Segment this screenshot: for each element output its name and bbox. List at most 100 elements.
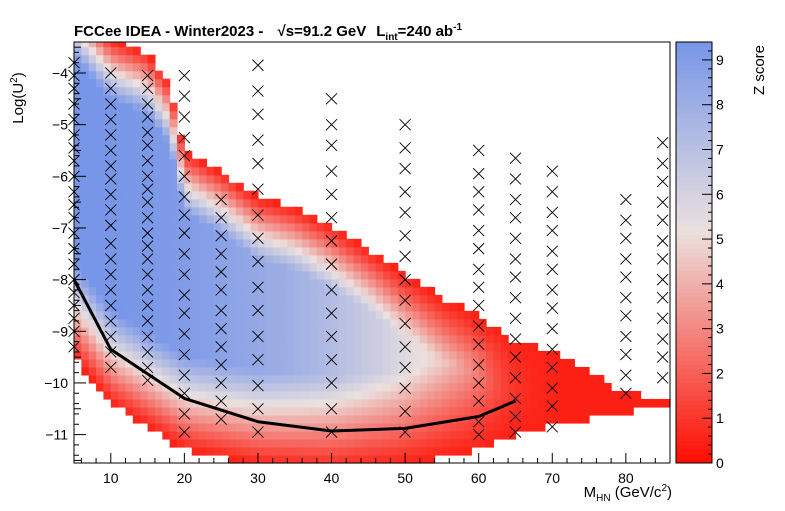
heatmap-cell (581, 414, 590, 424)
heatmap-cell (243, 246, 252, 256)
heatmap-cell (493, 414, 502, 424)
heatmap-cell (118, 142, 127, 152)
heatmap-cell (110, 278, 119, 288)
heatmap-cell (500, 366, 509, 376)
heatmap-cell (118, 382, 127, 392)
heatmap-cell (375, 446, 384, 456)
heatmap-cell (456, 302, 465, 312)
heatmap-cell (147, 342, 156, 352)
heatmap-cell (280, 246, 288, 256)
heatmap-cell (140, 214, 149, 224)
heatmap-cell (191, 438, 200, 448)
heatmap-cell (486, 350, 495, 360)
heatmap-cell (147, 302, 156, 312)
heatmap-cell (324, 406, 333, 416)
heatmap-cell (110, 230, 119, 240)
colorbar-segment (676, 458, 712, 464)
heatmap-cell (596, 374, 605, 384)
heatmap-cell (397, 294, 406, 304)
heatmap-cell (324, 446, 333, 456)
heatmap-cell (309, 342, 318, 352)
heatmap-cell (118, 238, 127, 248)
grid-point-marker (141, 240, 154, 252)
colorbar-segment (676, 274, 712, 280)
heatmap-cell (110, 342, 119, 352)
heatmap-cell (154, 374, 163, 384)
heatmap-cell (515, 390, 524, 400)
heatmap-cell (250, 214, 259, 224)
heatmap-cell (353, 310, 362, 320)
heatmap-cell (324, 438, 333, 448)
heatmap-cell (191, 182, 200, 192)
heatmap-cell (191, 382, 200, 392)
heatmap-cell (235, 278, 244, 288)
grid-point-marker (178, 111, 191, 123)
heatmap-cell (74, 166, 82, 176)
heatmap-cell (500, 350, 509, 360)
heatmap-cell (471, 422, 480, 432)
colorbar-segment (676, 46, 712, 52)
colorbar-segment (676, 127, 712, 133)
heatmap-cell (125, 294, 134, 304)
heatmap-cell (110, 390, 119, 400)
heatmap-cell (96, 310, 105, 320)
heatmap-cell (140, 190, 149, 200)
grid-point-marker (252, 353, 264, 366)
heatmap-cell (456, 318, 465, 328)
heatmap-cell (405, 382, 414, 392)
heatmap-cell (493, 334, 502, 344)
heatmap-cell (302, 254, 311, 264)
heatmap-cell (419, 390, 428, 400)
heatmap-cell (243, 342, 252, 352)
grid-point-marker (620, 309, 632, 322)
heatmap-cell (221, 366, 230, 376)
heatmap-cell (96, 102, 105, 112)
heatmap-cell (103, 342, 112, 352)
heatmap-cell (147, 86, 156, 96)
heatmap-cell (383, 262, 391, 272)
heatmap-cell (228, 430, 237, 440)
heatmap-cell (280, 326, 288, 336)
heatmap-cell (191, 278, 200, 288)
heatmap-cell (250, 294, 259, 304)
grid-point-marker (215, 340, 227, 353)
heatmap-cell (611, 398, 620, 408)
grid-point-marker (546, 382, 559, 394)
heatmap-cell (228, 438, 237, 448)
heatmap-cell (74, 246, 82, 256)
heatmap-cell (243, 214, 252, 224)
heatmap-cell (169, 350, 178, 360)
heatmap-cell (118, 134, 127, 144)
heatmap-cell (353, 318, 362, 328)
grid-point-marker (252, 281, 264, 294)
heatmap-cell (154, 142, 163, 152)
heatmap-cell (456, 446, 465, 456)
grid-point-marker (141, 346, 154, 358)
z-tick-label: 7 (716, 141, 724, 157)
heatmap-cell (96, 46, 105, 56)
heatmap-cell (162, 254, 171, 264)
grid-point-marker (472, 263, 485, 276)
heatmap-cell (360, 246, 369, 256)
heatmap-cell (96, 78, 105, 88)
heatmap-cell (250, 406, 259, 416)
heatmap-cell (235, 270, 244, 280)
heatmap-cell (206, 190, 215, 200)
heatmap-cell (140, 158, 149, 168)
heatmap-cell (456, 382, 465, 392)
grid-point-marker (546, 322, 559, 335)
heatmap-cell (140, 54, 149, 64)
heatmap-cell (88, 366, 97, 376)
heatmap-cell (537, 382, 546, 392)
heatmap-cell (118, 278, 127, 288)
heatmap-cell (390, 382, 399, 392)
heatmap-cell (552, 374, 561, 384)
heatmap-cell (493, 382, 502, 392)
heatmap-cell (397, 286, 406, 296)
heatmap-cell (427, 334, 436, 344)
heatmap-cell (272, 286, 281, 296)
colorbar-segment (676, 368, 712, 374)
grid-point-marker (620, 214, 632, 227)
heatmap-cell (493, 366, 502, 376)
heatmap-cell (103, 110, 112, 120)
